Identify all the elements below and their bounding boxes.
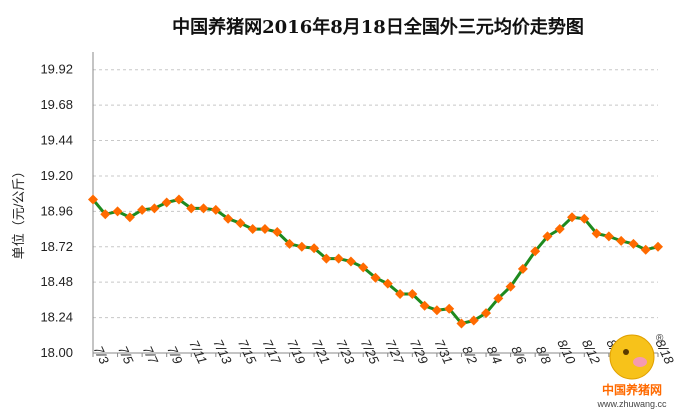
data-point-marker xyxy=(653,241,663,252)
y-tick-label: 19.20 xyxy=(40,168,73,183)
data-point-marker xyxy=(579,213,590,224)
data-point-marker xyxy=(481,308,492,319)
x-tick-label: 7/31 xyxy=(431,337,455,366)
x-tick-label: 8/10 xyxy=(554,337,579,367)
data-point-marker xyxy=(296,241,307,252)
x-tick-label: 7/19 xyxy=(284,337,308,366)
x-tick-label: 7/7 xyxy=(140,344,162,367)
data-point-marker xyxy=(173,194,184,205)
x-tick-label: 7/17 xyxy=(260,337,285,367)
data-point-marker xyxy=(210,204,221,215)
data-point-marker xyxy=(395,288,406,299)
data-point-marker xyxy=(382,278,393,289)
data-point-marker xyxy=(419,300,430,311)
x-tick-label: 7/15 xyxy=(235,337,260,367)
data-point-marker xyxy=(407,288,418,299)
x-tick-label: 7/27 xyxy=(382,337,407,367)
data-point-marker xyxy=(640,244,651,255)
data-point-marker xyxy=(444,303,455,314)
data-point-marker xyxy=(149,203,160,214)
y-tick-label: 18.48 xyxy=(40,274,73,289)
x-tick-label: 7/25 xyxy=(358,337,383,367)
x-tick-label: 8/4 xyxy=(484,344,505,367)
data-point-marker xyxy=(505,281,516,292)
data-point-marker xyxy=(100,209,111,220)
y-tick-label: 18.00 xyxy=(40,345,73,360)
data-point-marker xyxy=(235,218,246,229)
y-tick-label: 19.68 xyxy=(40,97,73,112)
x-tick-label: 7/5 xyxy=(115,344,137,367)
data-point-marker xyxy=(137,204,148,215)
data-point-marker xyxy=(272,227,283,238)
data-point-marker xyxy=(493,293,504,304)
data-point-marker xyxy=(603,231,614,242)
x-tick-label: 7/9 xyxy=(164,344,185,367)
data-point-marker xyxy=(456,318,467,329)
watermark-name: 中国养猪网 xyxy=(602,382,662,397)
data-point-marker xyxy=(345,256,356,267)
x-axis-ticks: 7/3 7/5 7/7 7/9 7/11 7/13 7/15 7/17 7/19 7/21 7/23… xyxy=(91,337,678,367)
x-tick-label: 8/8 xyxy=(533,344,555,367)
data-point-marker xyxy=(554,224,565,235)
chart-title: 中国养猪网2016年8月18日全国外三元均价走势图 xyxy=(172,16,584,38)
watermark-logo: ® 中国养猪网 www.zhuwang.cc xyxy=(596,333,667,409)
x-tick-label: 7/29 xyxy=(407,337,431,366)
y-tick-label: 18.24 xyxy=(40,310,73,325)
y-tick-label: 19.92 xyxy=(40,62,73,77)
data-point-marker xyxy=(333,253,344,264)
data-point-marker xyxy=(517,263,528,274)
data-point-marker xyxy=(186,203,197,214)
data-point-marker xyxy=(567,212,578,223)
series-markers xyxy=(88,194,663,329)
data-point-marker xyxy=(616,235,627,246)
data-point-marker xyxy=(591,228,602,239)
y-tick-label: 19.44 xyxy=(40,133,73,148)
data-point-marker xyxy=(88,194,98,205)
data-point-marker xyxy=(542,231,553,242)
data-point-marker xyxy=(370,272,381,283)
data-point-marker xyxy=(431,305,442,316)
data-point-marker xyxy=(124,212,135,223)
registered-mark: ® xyxy=(656,333,664,344)
y-tick-label: 18.72 xyxy=(40,239,73,254)
data-point-marker xyxy=(259,224,270,235)
x-tick-label: 7/13 xyxy=(210,337,235,367)
x-tick-label: 8/12 xyxy=(579,337,604,367)
y-axis-label: 单位（元/公斤） xyxy=(11,165,26,260)
data-point-marker xyxy=(284,238,295,249)
pig-eye-icon xyxy=(623,349,629,355)
data-point-marker xyxy=(530,246,541,257)
y-tick-label: 18.96 xyxy=(40,203,73,218)
x-tick-label: 7/23 xyxy=(333,337,358,367)
x-tick-label: 8/6 xyxy=(508,344,530,367)
pig-logo-icon xyxy=(609,334,655,380)
data-point-marker xyxy=(112,206,123,217)
x-tick-label: 7/21 xyxy=(309,337,333,366)
data-point-marker xyxy=(247,224,258,235)
y-axis-ticks: 18.00 18.24 18.48 18.72 18.96 19.20 19.44 19.68… xyxy=(40,62,73,360)
x-tick-label: 8/2 xyxy=(459,344,481,367)
data-point-marker xyxy=(628,238,639,249)
x-tick-label: 7/3 xyxy=(91,344,113,367)
data-point-marker xyxy=(198,203,209,214)
data-point-marker xyxy=(161,197,172,208)
x-tick-label: 7/11 xyxy=(186,338,210,366)
data-point-marker xyxy=(309,243,320,254)
watermark-url: www.zhuwang.cc xyxy=(596,399,667,409)
pig-snout-icon xyxy=(633,357,647,367)
data-point-marker xyxy=(223,213,234,224)
data-point-marker xyxy=(358,262,369,273)
data-point-marker xyxy=(468,315,479,326)
data-point-marker xyxy=(321,253,332,264)
